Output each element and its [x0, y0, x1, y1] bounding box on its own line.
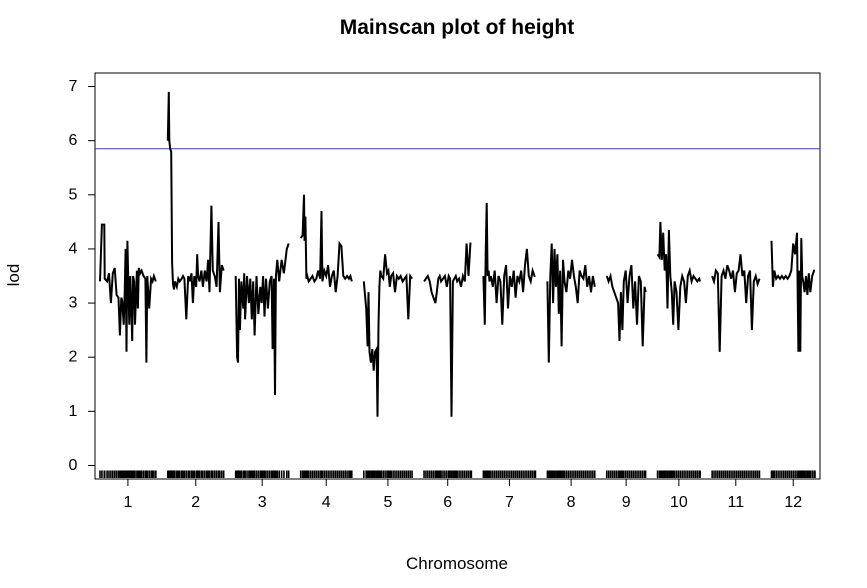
y-tick-label: 5 [69, 186, 78, 203]
lod-curve-chr-2 [166, 91, 225, 320]
y-tick-label: 4 [69, 240, 78, 257]
lod-curve-chr-7 [482, 202, 536, 325]
x-axis-label: Chromosome [406, 554, 508, 573]
x-axis: 1 2 3 4 5 6 7 8 9 10 11 12 [123, 479, 802, 511]
lod-curve-chr-1 [99, 223, 157, 363]
chart-title: Mainscan plot of height [340, 16, 575, 39]
chromosome-label: 5 [383, 494, 392, 511]
chromosome-label: 1 [123, 494, 132, 511]
y-axis: 0 1 2 3 4 5 6 7 [69, 78, 96, 474]
chromosome-label: 4 [322, 494, 331, 511]
y-axis-label: lod [4, 264, 23, 287]
lod-curve-chr-10 [656, 221, 702, 331]
y-tick-label: 7 [69, 78, 78, 95]
chromosome-label: 10 [670, 494, 688, 511]
lod-curve-chr-6 [423, 242, 472, 417]
lod-curves [99, 91, 816, 417]
chromosome-label: 11 [727, 494, 744, 511]
lod-curve-chr-9 [605, 265, 647, 347]
marker-rug [99, 470, 816, 478]
chromosome-label: 9 [622, 494, 631, 511]
chromosome-label: 7 [505, 494, 514, 511]
y-tick-label: 3 [69, 295, 78, 312]
y-tick-label: 6 [69, 132, 78, 149]
lod-curve-chr-12 [770, 232, 816, 352]
lod-curve-chr-8 [546, 243, 596, 363]
y-tick-label: 1 [69, 403, 78, 420]
chromosome-label: 6 [443, 494, 452, 511]
chromosome-label: 2 [191, 494, 200, 511]
chromosome-label: 3 [258, 494, 267, 511]
lod-curve-chr-3 [234, 243, 290, 396]
lod-curve-chr-4 [299, 194, 353, 293]
y-tick-label: 2 [69, 349, 78, 366]
chromosome-label: 8 [567, 494, 576, 511]
y-tick-label: 0 [69, 457, 78, 474]
chromosome-label: 12 [784, 494, 802, 511]
lod-curve-chr-5 [362, 254, 413, 417]
lod-curve-chr-11 [711, 254, 761, 352]
